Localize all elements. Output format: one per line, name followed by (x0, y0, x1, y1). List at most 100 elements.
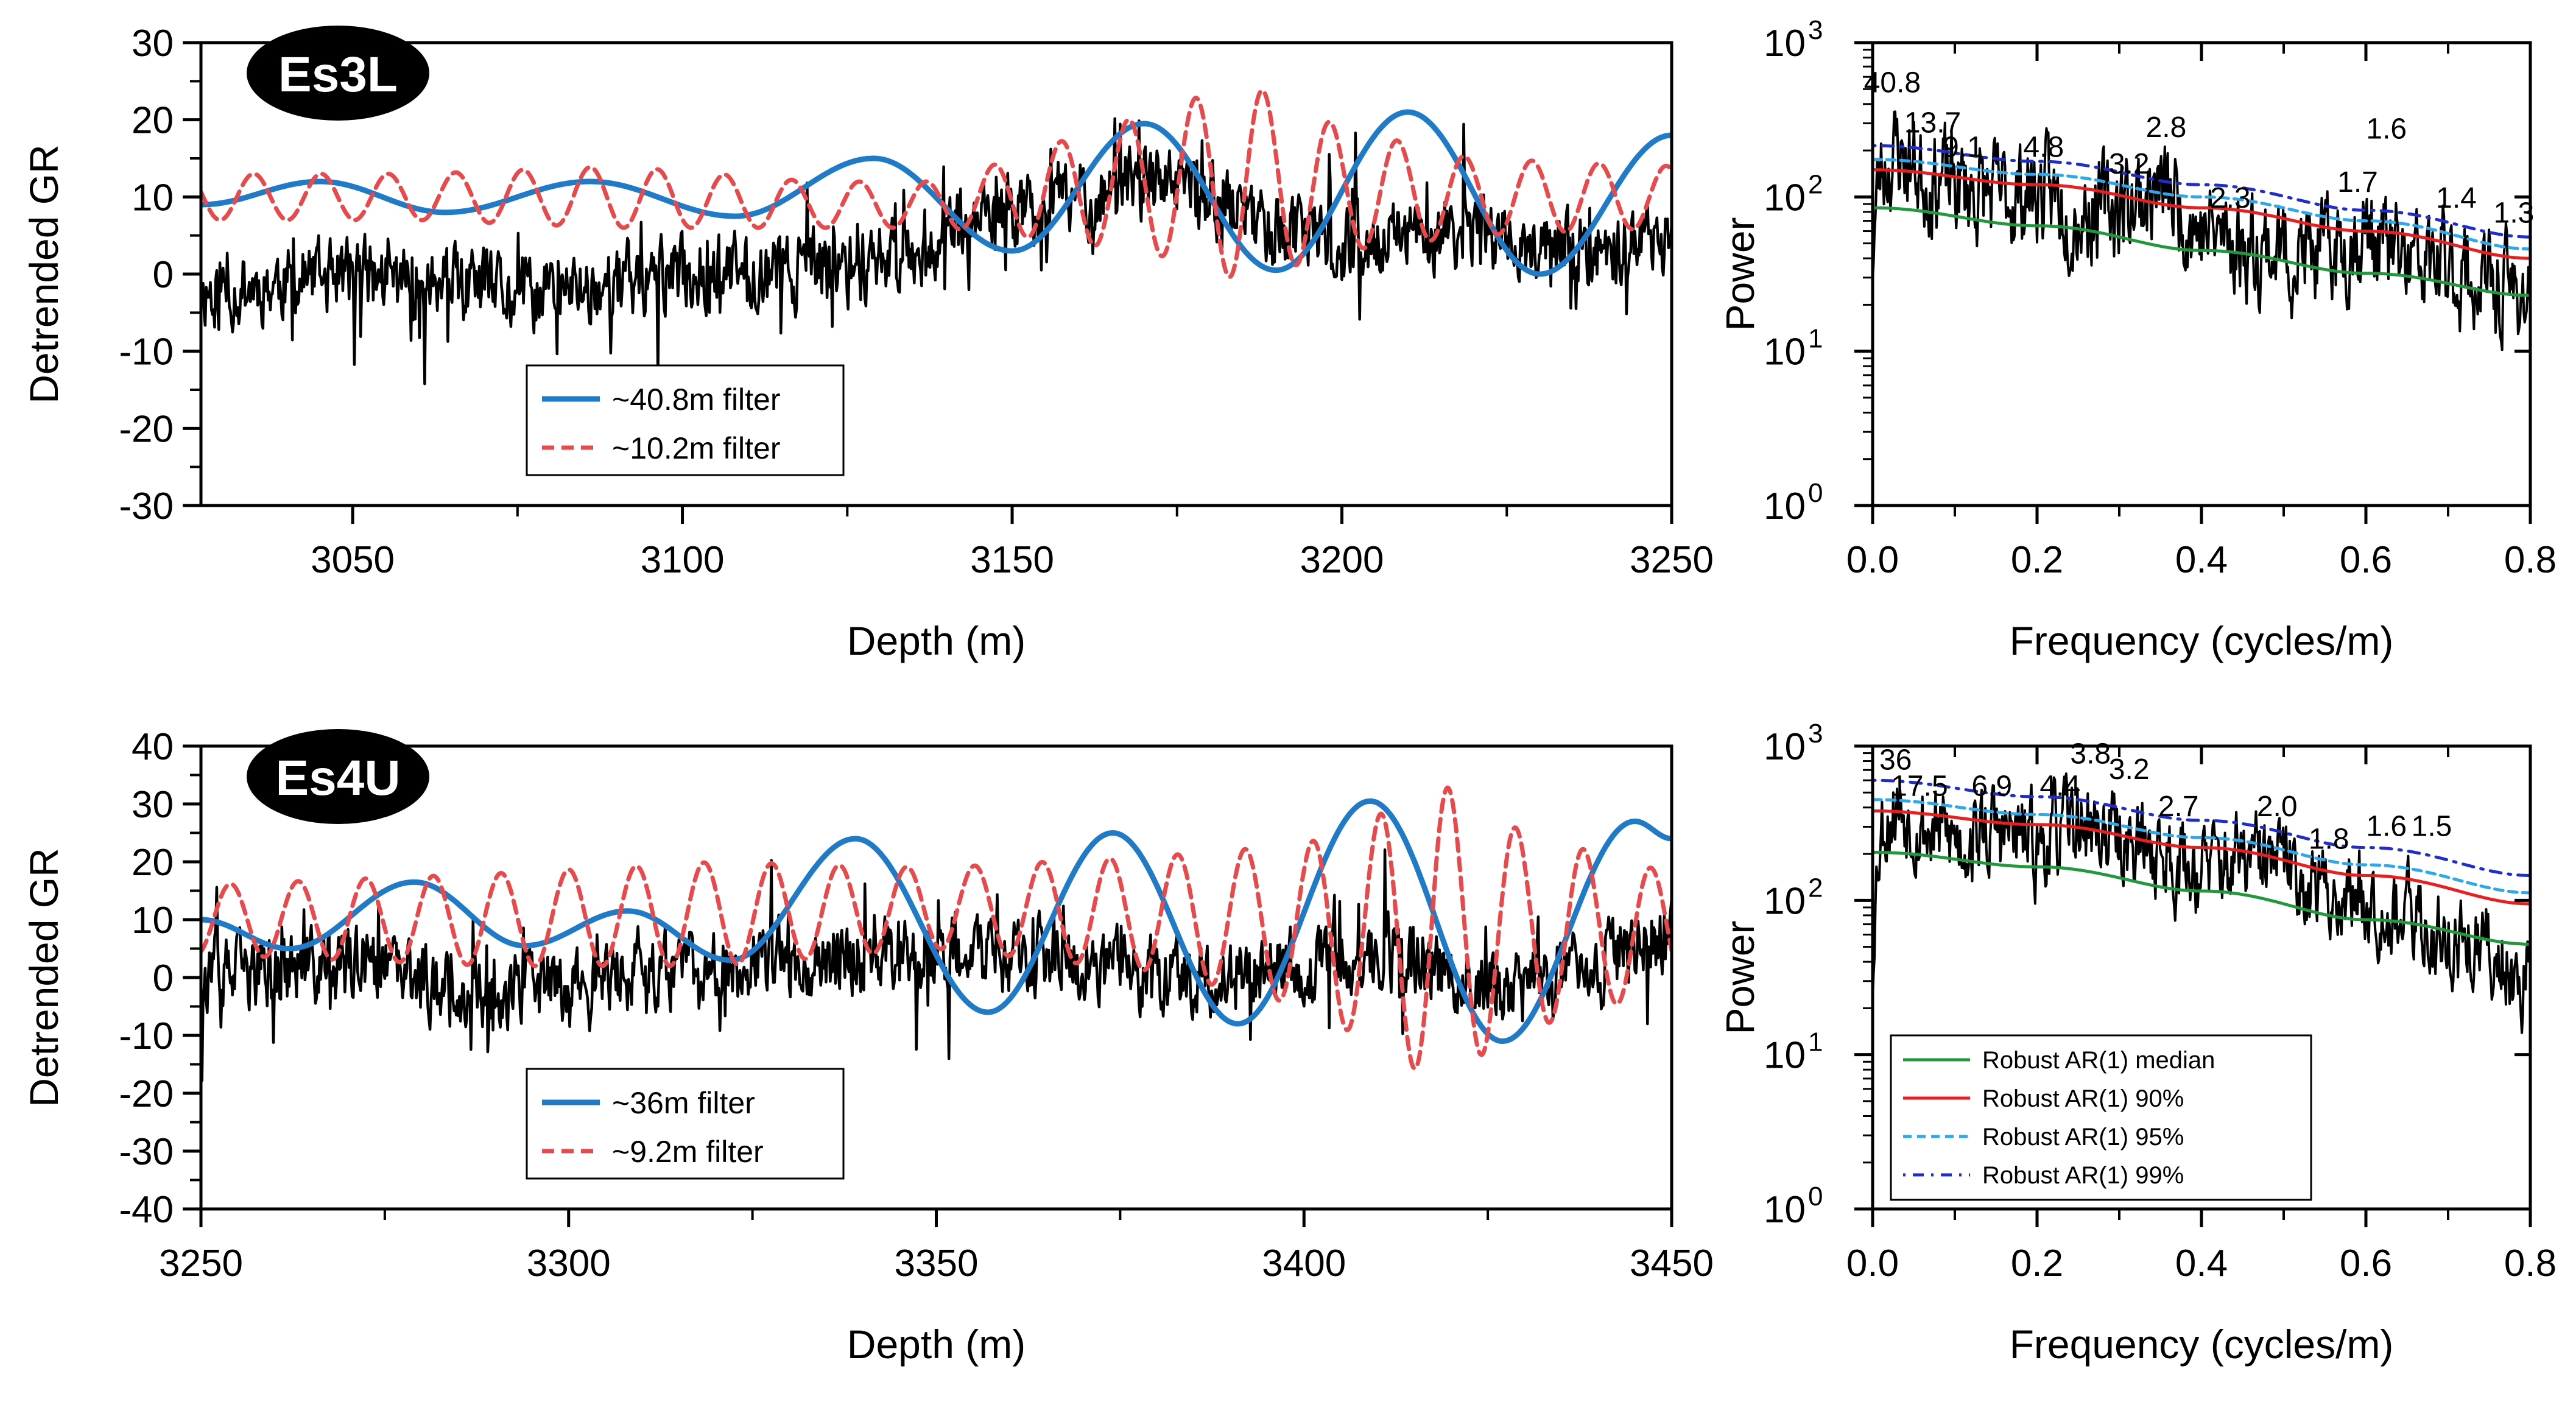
x-tick-label: 0.2 (2011, 539, 2063, 581)
y-tick-label: -20 (119, 1073, 174, 1115)
legend-entry: Robust AR(1) median (1982, 1047, 2215, 1074)
peak-label: 40.8 (1864, 66, 1921, 99)
x-tick-label: 0.4 (2175, 539, 2228, 581)
legend-entry: Robust AR(1) 99% (1982, 1162, 2184, 1189)
y-tick-exponent: 1 (1808, 1027, 1823, 1057)
ar1-90-line (1873, 168, 2530, 260)
y-tick-base: 10 (1764, 726, 1806, 768)
peak-label: 2.8 (2146, 111, 2187, 144)
gr-signal-line (201, 848, 1672, 1082)
long-filter-line (201, 109, 1672, 277)
x-tick-label: 3300 (527, 1242, 611, 1284)
legend: ~36m filter ~9.2m filter (526, 1068, 845, 1180)
y-tick-base: 10 (1764, 23, 1806, 65)
es3l-depth-panel: 3050 3100 3150 3200 3250 -30 -20 -10 0 10 20 30 Dept… (21, 23, 1714, 663)
ar1-99-line (1873, 144, 2530, 239)
ar1-median-line (1873, 206, 2530, 297)
x-axis-title: Frequency (cycles/m) (2010, 1322, 2394, 1367)
x-tick-label: 3100 (641, 539, 725, 581)
peak-label: 4.8 (2023, 132, 2064, 164)
peak-label: 1.8 (2309, 823, 2349, 856)
legend-entry: ~36m filter (612, 1086, 755, 1120)
legend-entry: ~10.2m filter (612, 431, 781, 465)
ar1-95-line (1873, 158, 2530, 251)
y-tick-base: 10 (1764, 331, 1806, 373)
plot-area (201, 88, 1672, 386)
short-filter-line (201, 88, 1672, 280)
y-tick-exponent: 3 (1808, 15, 1823, 45)
power-spectrum-line (1873, 110, 2530, 351)
y-tick-label: 30 (132, 23, 174, 65)
legend: Robust AR(1) median Robust AR(1) 90% Robus… (1890, 1034, 2312, 1201)
x-tick-label: 3450 (1630, 1242, 1714, 1284)
x-tick-label: 0.8 (2504, 1242, 2557, 1284)
x-axis-title: Depth (m) (847, 1322, 1026, 1367)
plot-area (201, 785, 1672, 1082)
es4u-depth-panel: 3250 3300 3350 3400 3450 -40 -30 -20 -10 0 10 20 30 4… (21, 726, 1714, 1367)
y-tick-label: -30 (119, 1131, 174, 1173)
y-tick-label: 0 (153, 957, 174, 999)
y-tick-label: -20 (119, 408, 174, 450)
ar1-90-line (1873, 809, 2530, 906)
y-axis-title: Detrended GR (21, 144, 66, 404)
y-tick-label: 10 (132, 177, 174, 219)
y-tick-label: -40 (119, 1189, 174, 1231)
short-filter-line (201, 785, 1672, 1071)
peak-label: 13.7 (1904, 107, 1961, 139)
peak-label: 1.3 (2494, 197, 2535, 230)
y-tick-exponent: 3 (1808, 719, 1823, 749)
y-axis-title: Power (1717, 920, 1762, 1034)
x-tick-label: 0.4 (2175, 1242, 2228, 1284)
y-tick-exponent: 0 (1808, 478, 1823, 508)
legend: ~40.8m filter ~10.2m filter (526, 364, 845, 476)
x-tick-label: 0.8 (2504, 539, 2557, 581)
x-tick-label: 0.0 (1846, 1242, 1899, 1284)
y-axis-title: Detrended GR (21, 848, 66, 1107)
peak-label: 3.2 (2109, 148, 2150, 180)
x-tick-label: 3250 (1630, 539, 1714, 581)
peak-label: 3.2 (2109, 753, 2150, 786)
x-tick-label: 3050 (311, 539, 395, 581)
peak-label: 2.7 (2158, 791, 2199, 823)
y-tick-base: 10 (1764, 177, 1806, 219)
peak-label: 36 (1879, 744, 1912, 777)
long-filter-line (201, 798, 1672, 1044)
x-tick-label: 3150 (970, 539, 1054, 581)
ar1-median-line (1873, 850, 2530, 946)
y-tick-exponent: 2 (1808, 873, 1823, 903)
ar1-99-line (1873, 778, 2530, 877)
x-tick-label: 0.6 (2340, 1242, 2392, 1284)
x-axis-title: Frequency (cycles/m) (2010, 618, 2394, 663)
plot-area (1873, 772, 2530, 1034)
legend-entry: Robust AR(1) 95% (1982, 1124, 2184, 1150)
peak-label: 9.1 (1943, 132, 1983, 164)
ar1-95-line (1873, 798, 2530, 895)
y-tick-label: -30 (119, 485, 174, 527)
peak-label: 2.0 (2257, 791, 2298, 823)
x-tick-label: 0.0 (1846, 539, 1899, 581)
y-tick-label: -10 (119, 331, 174, 373)
peak-label: 4.4 (2039, 770, 2080, 802)
y-tick-label: -10 (119, 1015, 174, 1057)
y-tick-base: 10 (1764, 880, 1806, 922)
peak-label: 6.9 (1971, 770, 2012, 802)
peak-label: 1.7 (2337, 166, 2378, 199)
formation-badge: Es3L (247, 26, 429, 121)
formation-badge: Es4U (247, 729, 429, 824)
y-tick-label: 20 (132, 100, 174, 142)
gr-signal-line (201, 117, 1672, 386)
peak-label: 1.6 (2366, 811, 2407, 843)
x-tick-label: 0.6 (2340, 539, 2392, 581)
peak-label: 1.6 (2366, 113, 2407, 146)
y-tick-exponent: 1 (1808, 324, 1823, 354)
y-tick-label: 30 (132, 784, 174, 826)
peak-label: 1.4 (2436, 182, 2477, 214)
peak-label: 3.8 (2070, 738, 2111, 770)
x-tick-label: 3200 (1300, 539, 1384, 581)
x-tick-label: 3250 (159, 1242, 243, 1284)
formation-badge-label: Es4U (275, 750, 400, 806)
y-tick-base: 10 (1764, 485, 1806, 527)
y-axis-title: Power (1717, 217, 1762, 331)
